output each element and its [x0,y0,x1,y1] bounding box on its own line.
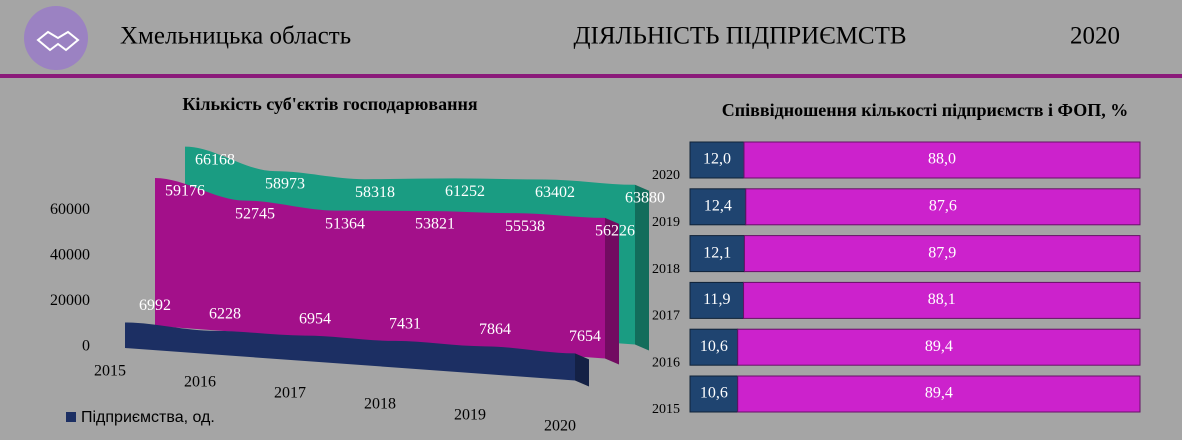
y-tick-label: 40000 [50,247,90,264]
x-tick-label: 2018 [364,396,396,413]
data-label: 12,0 [703,151,731,168]
y-tick-label: 0 [82,338,90,355]
data-label: 11,9 [703,291,730,308]
data-label: 7864 [479,321,511,338]
icon [24,6,88,70]
x-tick-label: 2016 [184,374,216,391]
bar-segment [737,375,1141,413]
data-label: 89,4 [925,338,953,355]
data-label: 59176 [165,183,205,200]
x-tick-label: 2017 [274,385,306,402]
y-tick-label: 2019 [652,215,680,230]
data-label: 12,4 [704,197,732,214]
x-tick-label: 2019 [454,407,486,424]
area [125,322,575,381]
y-tick-label: 20000 [50,292,90,309]
data-label: 12,1 [703,244,731,261]
data-label: 10,6 [700,385,728,402]
y-tick-label: 60000 [50,201,90,218]
data-label: 58973 [265,176,305,193]
chart-title: Кількість суб'єктів господарювання [182,94,478,114]
bar-segment [689,281,745,319]
y-tick-label: 2017 [652,309,680,324]
data-label: 7431 [389,316,421,333]
area-side [575,353,589,387]
bar-segment [743,141,1141,179]
bar-segment [737,328,1141,366]
data-label: 88,0 [928,151,956,168]
data-label: 10,6 [700,338,728,355]
area-side [605,217,619,365]
data-label: 7654 [569,328,601,345]
x-tick-label: 2015 [94,363,126,380]
area-side [635,184,649,351]
page-title: ДІЯЛЬНІСТЬ ПІДПРИЄМСТВ [573,23,906,50]
data-label: 58318 [355,184,395,201]
bar-segment [689,328,739,366]
handshake-icon [36,30,80,52]
bar-segment [689,375,739,413]
area [155,178,605,359]
x-tick-label: 2020 [544,418,576,435]
y-tick-label: 2018 [652,262,680,277]
data-label: 56226 [595,223,635,240]
divider [0,74,1182,78]
data-label: 6954 [299,310,331,327]
bar-segment [743,235,1141,273]
data-label: 55538 [505,218,545,235]
data-label: 63402 [535,184,575,201]
region: Хмельницька область [120,23,351,50]
data-label: 61252 [445,183,485,200]
data-label: 63880 [625,189,665,206]
data-label: 6228 [209,306,241,323]
data-label: 87,6 [929,197,957,214]
data-label: 51364 [325,215,365,232]
data-label: 53821 [415,216,455,233]
y-tick-label: 2016 [652,355,680,370]
bar-segment [743,281,1141,319]
legend-label: Підприємства, од. [81,409,215,426]
data-label: 66168 [195,151,235,168]
y-tick-label: 2015 [652,402,680,417]
data-label: 87,9 [928,244,956,261]
data-label: 89,4 [925,385,953,402]
year: 2020 [1070,23,1120,50]
data-label: 6992 [139,297,171,314]
bar-segment [689,188,747,226]
y-tick-label: 2020 [652,168,680,183]
chart-title: Співвідношення кількості підприємств і Ф… [722,100,1128,120]
bar-segment [745,188,1141,226]
bar-segment [689,235,745,273]
data-label: 88,1 [928,291,956,308]
legend-swatch [66,412,76,422]
data-label: 52745 [235,205,275,222]
